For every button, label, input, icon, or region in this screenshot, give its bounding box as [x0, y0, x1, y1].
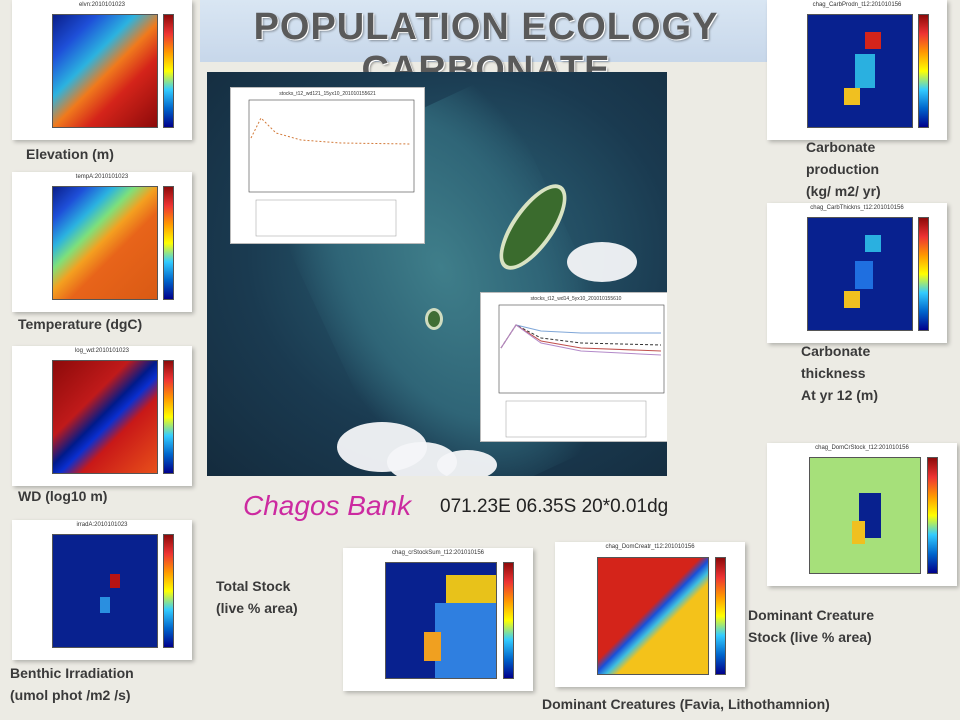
total-stock-plot: chag_crStockSum_t12:201010156: [343, 548, 533, 691]
plot-title: irradA:2010101023: [76, 522, 128, 528]
heatmap-feature: [424, 631, 441, 661]
wd-plot: log_wd:2010101023: [12, 346, 192, 486]
cloud: [567, 242, 637, 282]
heatmap: [806, 14, 913, 128]
stock-line-plot-2: stocks_t12_wd14_5yx10_201010155610: [480, 292, 667, 442]
line-plot-chart: [498, 304, 665, 438]
wd-label: WD (log10 m): [18, 488, 108, 504]
heatmap-feature: [844, 290, 860, 308]
heatmap-feature: [865, 31, 881, 49]
satellite-image: stocks_t12_wd121_15yx10_201010155621 sto…: [207, 72, 667, 476]
plot-title: chag_DomCrStock_t12:201010156: [815, 445, 909, 451]
dominant-stock-plot: chag_DomCrStock_t12:201010156: [767, 443, 957, 586]
carbonate-production-plot: chag_CarbProdn_t12:201010156: [767, 0, 947, 140]
plot-title: chag_CarbProdn_t12:201010156: [812, 2, 902, 8]
stock-line-plot-1: stocks_t12_wd121_15yx10_201010155621: [230, 87, 425, 244]
cloud: [437, 450, 497, 476]
heatmap: [806, 217, 913, 331]
plot-title: tempA:2010101023: [75, 174, 129, 180]
plot-title: chag_crStockSum_t12:201010156: [391, 550, 485, 556]
temperature-label: Temperature (dgC): [18, 316, 143, 332]
dominant-stock-label: Dominant Creature Stock (live % area): [748, 607, 875, 645]
plot-title: log_wd:2010101023: [74, 348, 130, 354]
plot-title: chag_DomCreatr_t12:201010156: [605, 544, 695, 550]
dominant-creatures-label: Dominant Creatures (Favia, Lithothamnion…: [542, 696, 830, 712]
heatmap: [384, 562, 497, 679]
carbonate-thickness-plot: chag_CarbThickns_t12:201010156: [767, 203, 947, 343]
colorbar: [918, 217, 930, 331]
dominant-creatures-plot: chag_DomCreatr_t12:201010156: [555, 542, 745, 687]
plot-title: chag_CarbThickns_t12:201010156: [810, 205, 904, 211]
islet: [425, 308, 443, 330]
heatmap-feature: [446, 574, 496, 604]
carbonate-production-label: Carbonate production (kg/ m2/ yr): [806, 139, 881, 199]
temperature-plot: tempA:2010101023: [12, 172, 192, 312]
elevation-label: Elevation (m): [26, 146, 114, 162]
heatmap-feature: [865, 234, 881, 252]
colorbar: [926, 457, 939, 574]
line-plot-chart: [248, 99, 415, 237]
heatmap-feature: [435, 603, 496, 678]
colorbar: [163, 14, 175, 128]
heatmap-feature: [854, 54, 876, 88]
irradiation-plot: irradA:2010101023: [12, 520, 192, 660]
heatmap: [51, 186, 158, 300]
heatmap-feature: [99, 596, 110, 614]
colorbar: [502, 562, 515, 679]
heatmap: [808, 457, 921, 574]
colorbar: [163, 534, 175, 648]
colorbar: [714, 556, 727, 675]
heatmap-feature: [110, 574, 121, 588]
location-name: Chagos Bank: [243, 490, 412, 521]
plot-title: stocks_t12_wd14_5yx10_201010155610: [530, 296, 622, 302]
heatmap: [51, 14, 158, 128]
colorbar: [163, 360, 175, 474]
irradiation-label: Benthic Irradiation (umol phot /m2 /s): [10, 665, 134, 703]
total-stock-label: Total Stock (live % area): [216, 578, 298, 616]
heatmap: [51, 534, 158, 648]
heatmap-feature: [851, 521, 865, 545]
heatmap-feature: [854, 260, 874, 289]
colorbar: [163, 186, 175, 300]
location-coordinates: 071.23E 06.35S 20*0.01dg: [440, 496, 669, 517]
elevation-plot: elvn:2010101023: [12, 0, 192, 140]
colorbar: [918, 14, 930, 128]
heatmap-feature: [844, 87, 860, 105]
heatmap-feature: [859, 492, 882, 539]
plot-title: stocks_t12_wd121_15yx10_201010155621: [279, 91, 376, 97]
carbonate-thickness-label: Carbonate thickness At yr 12 (m): [801, 343, 879, 403]
heatmap: [596, 556, 709, 675]
plot-title: elvn:2010101023: [78, 2, 126, 8]
heatmap: [51, 360, 158, 474]
title-band: [200, 0, 780, 62]
